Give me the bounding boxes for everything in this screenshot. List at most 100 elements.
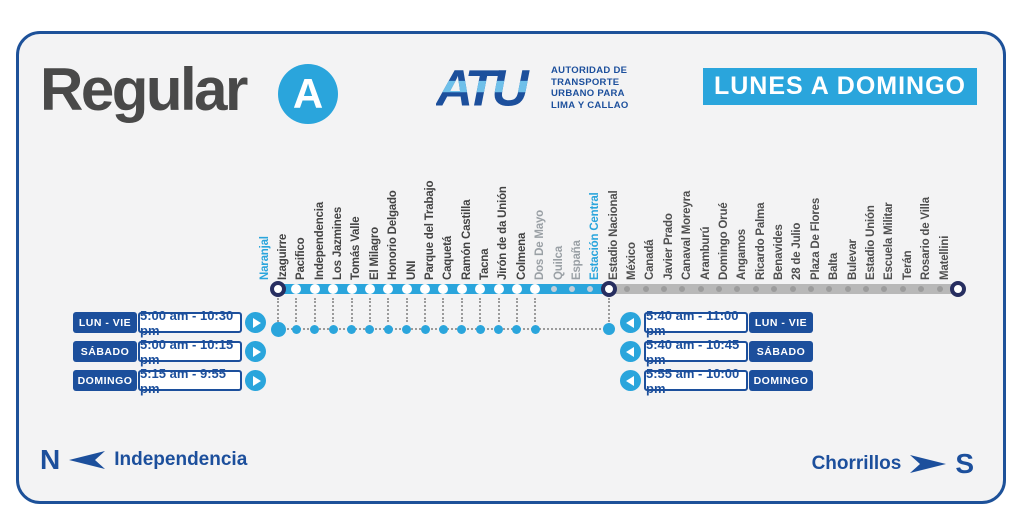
inactive-station-dot (789, 286, 796, 292)
agency-name-line: LIMA Y CALLAO (551, 99, 629, 111)
direction-arrow-icon (620, 312, 641, 333)
station-label: Pacifico (295, 237, 308, 280)
skipped-station-dot (550, 286, 557, 292)
schedule-row-northbound: 5:40 am - 11:00 pm LUN - VIE (620, 308, 813, 338)
agency-logo: ATU ATU AUTORIDAD DE TRANSPORTE URBANO P… (436, 58, 629, 116)
compass-s-label: S (955, 448, 974, 479)
stop-dot (494, 325, 504, 334)
inactive-station-dot (660, 286, 667, 292)
station-dot (420, 284, 431, 294)
station-label: El Milagro (368, 227, 381, 280)
station-label: Rosario de Villa (920, 197, 933, 280)
station-connector (515, 298, 518, 322)
station-label: Tacna (479, 248, 492, 280)
station-label: 28 de Julio (791, 222, 804, 280)
station-label: Estadio Nacional (607, 190, 620, 280)
inactive-station-dot (734, 286, 741, 292)
station-label: Bulevar (846, 239, 859, 280)
terminal-station-dot (950, 281, 966, 297)
inactive-station-dot (899, 286, 906, 292)
agency-name-line: URBANO PARA (551, 88, 625, 99)
station-dot (401, 284, 412, 294)
schedule-day-label: LUN - VIE (73, 312, 137, 333)
stop-dot-terminal (270, 322, 286, 337)
arrow-right-glyph (252, 317, 261, 328)
route-letter-badge: A (278, 64, 338, 124)
schedule-day-label: DOMINGO (73, 370, 137, 391)
stop-dot (291, 325, 301, 334)
agency-name-line: TRANSPORTE (551, 76, 620, 88)
station-label: Colmena (515, 232, 528, 280)
station-dot (309, 284, 320, 294)
inactive-station-dot (771, 286, 778, 292)
inactive-station-dot (716, 286, 723, 292)
station-connector (368, 298, 371, 322)
station-label: España (570, 240, 583, 280)
stop-dot (347, 325, 356, 334)
inactive-station-dot (936, 286, 943, 292)
schedule-row-southbound: DOMINGO 5:15 am - 9:55 pm (73, 366, 266, 396)
station-connector (387, 298, 390, 322)
station-dot (511, 284, 522, 294)
station-label: Tomás Valle (350, 216, 363, 280)
poster-card (16, 31, 1006, 504)
station-label: Canadá (644, 239, 657, 280)
schedule-row-southbound: LUN - VIE 5:00 am - 10:30 pm (73, 308, 266, 338)
svg-text:ATU: ATU (436, 60, 531, 116)
inactive-station-dot (807, 286, 814, 292)
station-label: Aramburú (699, 226, 712, 280)
stop-dot (475, 325, 485, 334)
stop-dot (512, 325, 522, 334)
schedule-hours: 5:55 am - 10:00 pm (644, 366, 748, 396)
station-label: Balta (828, 252, 841, 280)
skipped-station-dot (587, 286, 594, 292)
north-destination: Independencia (114, 449, 248, 470)
station-label: Izaguirre (276, 233, 289, 280)
station-label: Jirón de da Unión (497, 186, 510, 280)
station-label: Naranjal (258, 236, 271, 280)
station-connector (497, 298, 500, 322)
route-line-inactive (610, 284, 964, 294)
south-direction: Chorrillos S (812, 448, 974, 480)
station-label: Independencia (313, 202, 326, 280)
stop-dot (457, 325, 467, 334)
station-connector (405, 298, 408, 322)
station-label: UNI (405, 260, 418, 280)
direction-arrow-icon (620, 370, 641, 391)
inactive-station-dot (881, 286, 888, 292)
station-label: Domingo Orué (717, 202, 730, 280)
station-label: Benavides (773, 224, 786, 280)
station-label: Parque del Trabajo (423, 180, 436, 280)
station-dot (456, 284, 467, 294)
station-label: Canaval Moreyra (681, 190, 694, 280)
station-label: Angamos (736, 229, 749, 280)
compass-n-label: N (40, 444, 61, 475)
station-dot (291, 284, 302, 294)
inactive-station-dot (918, 286, 925, 292)
svg-text:ATU: ATU (436, 60, 531, 116)
station-connector (442, 298, 445, 322)
station-connector (460, 298, 463, 322)
inactive-station-dot (752, 286, 759, 292)
schedule-hours: 5:00 am - 10:15 pm (138, 337, 242, 367)
station-label: Caquetá (442, 236, 455, 280)
station-dot (328, 284, 339, 294)
station-label: Javier Prado (662, 213, 675, 280)
terminal-station-dot (270, 281, 286, 297)
station-label: Plaza De Flores (809, 197, 822, 280)
station-label: Matellini (938, 235, 951, 280)
arrow-right-glyph (252, 346, 261, 357)
skipped-station-dot (569, 286, 576, 292)
schedule-hours: 5:40 am - 10:45 pm (644, 337, 748, 367)
stop-dot (438, 325, 448, 334)
route-type-title: Regular (40, 56, 248, 123)
inactive-station-dot (844, 286, 851, 292)
schedule-row-southbound: SÁBADO 5:00 am - 10:15 pm (73, 337, 266, 367)
agency-name: AUTORIDAD DE TRANSPORTE URBANO PARA LIMA… (551, 65, 629, 111)
schedule-day-label: SÁBADO (749, 341, 813, 362)
atu-logo-icon: ATU ATU (436, 60, 535, 116)
south-destination: Chorrillos (811, 453, 902, 474)
schedule-day-label: LUN - VIE (749, 312, 813, 333)
schedule-row-northbound: 5:40 am - 10:45 pm SÁBADO (620, 337, 813, 367)
arrow-left-glyph (625, 346, 634, 357)
